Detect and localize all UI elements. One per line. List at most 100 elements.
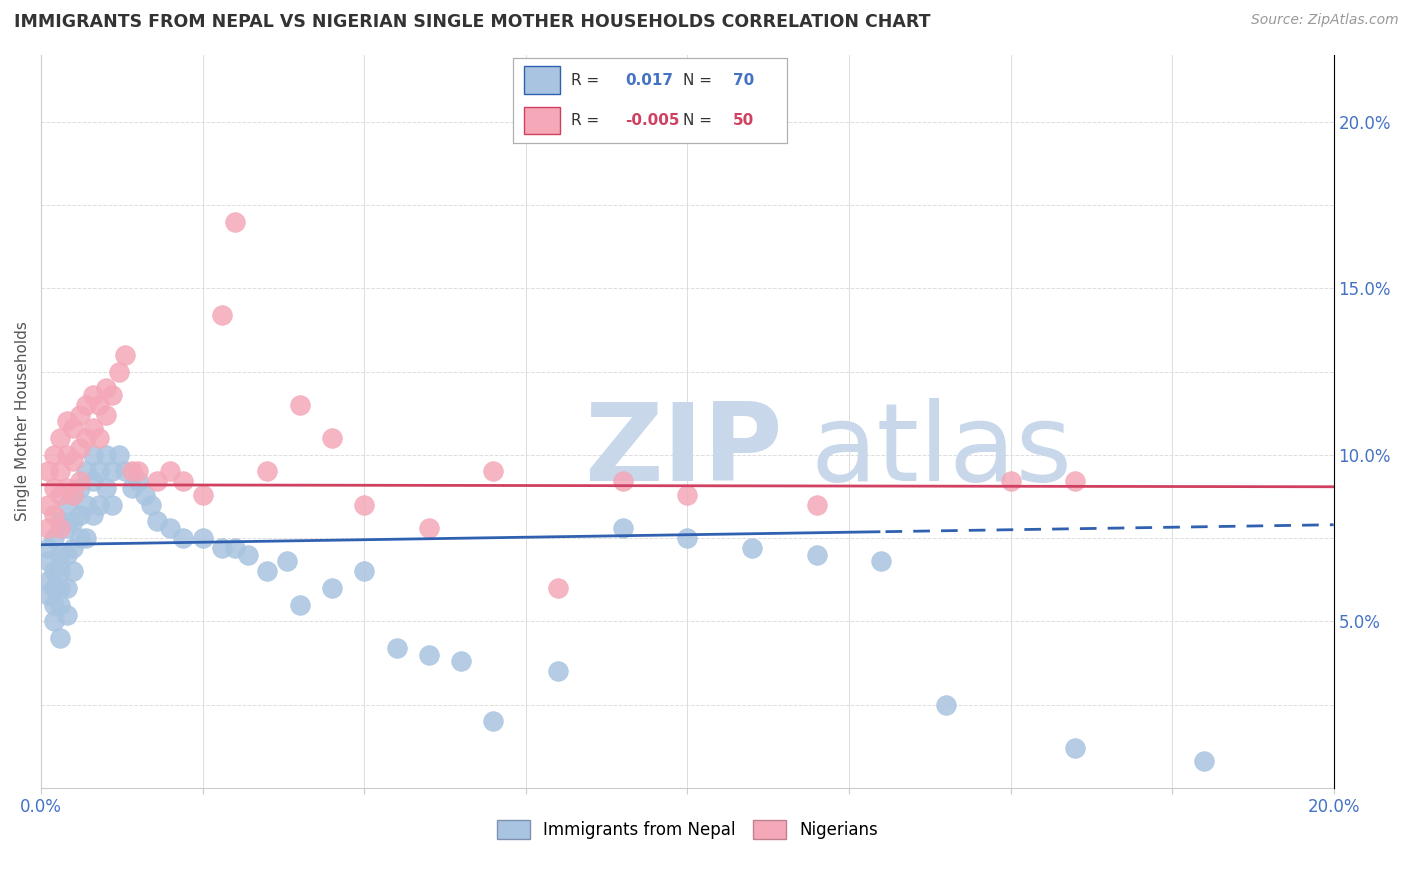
Point [806,548,828,562]
Point [37,588,59,602]
Point [56,581,79,595]
Point [56,481,79,495]
Point [127,475,149,489]
Point [114,348,136,362]
Point [49,631,72,645]
Point [75,431,97,445]
Point [870,554,893,568]
Text: -0.005: -0.005 [626,113,681,128]
Point [211,308,233,322]
Point [49,521,72,535]
Point [37,554,59,568]
Point [82,421,104,435]
Point [49,565,72,579]
Point [89,465,111,479]
Point [418,648,440,662]
Point [37,498,59,512]
FancyBboxPatch shape [524,67,560,94]
Point [62,515,84,529]
Point [276,554,298,568]
Point [1064,740,1087,755]
Point [547,665,569,679]
Point [82,475,104,489]
Point [62,421,84,435]
Point [75,398,97,412]
Point [935,698,957,712]
Point [42,565,65,579]
Point [89,498,111,512]
Text: R =: R = [571,113,599,128]
Point [114,465,136,479]
Point [69,531,91,545]
Point [69,508,91,522]
Point [256,565,278,579]
Point [37,541,59,555]
Point [42,448,65,462]
Point [101,388,124,402]
Point [56,498,79,512]
Point [94,408,117,422]
Point [82,448,104,462]
Point [288,398,311,412]
Point [56,521,79,535]
Point [49,581,72,595]
Point [37,465,59,479]
Point [82,508,104,522]
Point [741,541,763,555]
Text: Source: ZipAtlas.com: Source: ZipAtlas.com [1251,13,1399,28]
Point [49,465,72,479]
Point [42,481,65,495]
Point [146,515,169,529]
Point [56,448,79,462]
Point [42,508,65,522]
Text: N =: N = [683,72,713,87]
Point [42,598,65,612]
Point [56,607,79,622]
FancyBboxPatch shape [524,107,560,134]
Point [56,548,79,562]
Point [49,598,72,612]
Point [42,615,65,629]
Text: N =: N = [683,113,713,128]
Point [256,465,278,479]
Point [94,481,117,495]
Point [191,488,214,502]
Point [62,488,84,502]
Point [159,521,181,535]
Point [159,465,181,479]
Point [42,531,65,545]
Point [94,381,117,395]
Point [211,541,233,555]
Point [1194,754,1216,768]
Point [56,415,79,429]
Point [121,465,143,479]
Text: IMMIGRANTS FROM NEPAL VS NIGERIAN SINGLE MOTHER HOUSEHOLDS CORRELATION CHART: IMMIGRANTS FROM NEPAL VS NIGERIAN SINGLE… [14,13,931,31]
Point [75,531,97,545]
Point [69,475,91,489]
Point [62,454,84,468]
Point [1064,475,1087,489]
Point [547,581,569,595]
Point [37,521,59,535]
Point [172,531,194,545]
Point [146,475,169,489]
Point [134,488,156,502]
Point [321,581,343,595]
Point [612,521,634,535]
Point [806,498,828,512]
Point [62,565,84,579]
Point [69,481,91,495]
Point [62,488,84,502]
Point [482,714,505,729]
Point [101,498,124,512]
Point [353,498,375,512]
Point [75,465,97,479]
Point [676,531,699,545]
Point [127,465,149,479]
Point [236,548,259,562]
Text: 70: 70 [733,72,754,87]
Text: 0.017: 0.017 [626,72,673,87]
Point [288,598,311,612]
Point [42,581,65,595]
Legend: Immigrants from Nepal, Nigerians: Immigrants from Nepal, Nigerians [491,813,884,846]
